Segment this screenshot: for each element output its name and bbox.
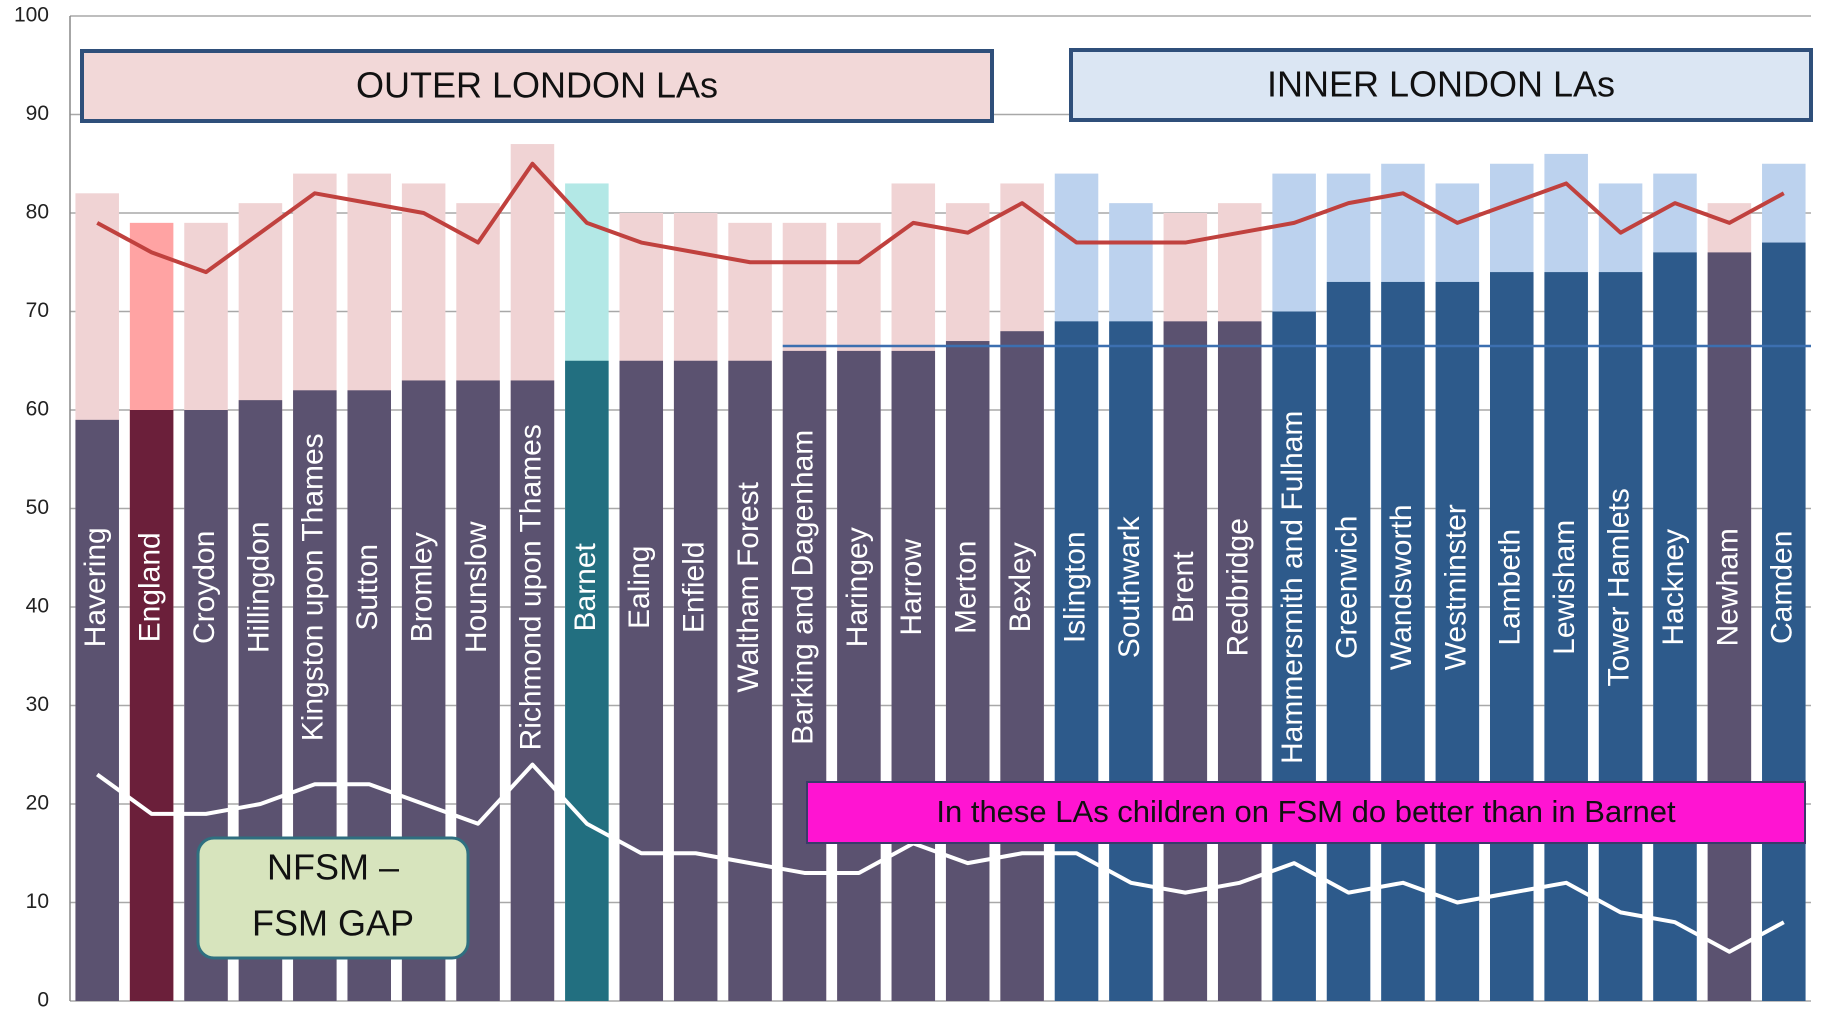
y-tick-label: 50 [26, 496, 49, 519]
bar [1653, 252, 1697, 1001]
fsm-box: In these LAs children on FSM do better t… [806, 781, 1806, 844]
y-tick-label: 40 [26, 595, 49, 618]
x-tick-label: Islington [1058, 531, 1091, 643]
x-tick-label: Croydon [188, 531, 221, 644]
x-tick-label: Southwark [1113, 515, 1146, 658]
x-tick-label: Hounslow [460, 521, 493, 653]
x-tick-label: Hammersmith and Fulham [1276, 411, 1309, 764]
bar [673, 360, 718, 1001]
gap-label: NFSM – [267, 847, 399, 888]
bar [1000, 331, 1044, 1001]
x-tick-label: Redbridge [1222, 518, 1255, 656]
y-tick-label: 70 [26, 299, 49, 322]
y-tick-label: 100 [14, 4, 49, 27]
x-tick-label: Lambeth [1494, 529, 1527, 646]
line [96, 762, 1785, 954]
bar [782, 350, 827, 1001]
bar [1544, 272, 1588, 1002]
x-tick-label: Havering [79, 527, 112, 647]
x-tick-label: Barking and Dagenham [786, 430, 819, 745]
y-tick-label: 60 [26, 398, 49, 421]
x-tick-label: Brent [1167, 551, 1200, 623]
x-tick-label: Bexley [1004, 542, 1037, 632]
category-labels: Havering England Croydon Hillingdon Kingston… [79, 411, 1799, 764]
bar [619, 360, 664, 1001]
y-tick-label: 90 [26, 102, 49, 125]
x-tick-label: Harrow [895, 539, 928, 636]
x-tick-label: England [134, 532, 167, 642]
bar [1435, 281, 1480, 1001]
bar [1598, 272, 1643, 1002]
fsm-label: In these LAs children on FSM do better t… [936, 794, 1676, 829]
bar [565, 360, 609, 1001]
bar [945, 341, 990, 1001]
bar [1490, 272, 1534, 1002]
x-tick-label: Ealing [623, 546, 656, 629]
bar [1217, 321, 1262, 1002]
x-tick-label: Westminster [1439, 504, 1472, 670]
x-tick-label: Kingston upon Thames [297, 433, 330, 741]
x-tick-label: Haringey [841, 527, 874, 647]
lines [96, 161, 1811, 954]
y-tick-label: 30 [26, 693, 49, 716]
x-tick-label: Hillingdon [242, 521, 275, 653]
bar [129, 410, 174, 1001]
bar [1707, 252, 1752, 1001]
y-tick-label: 20 [26, 792, 49, 815]
outer-label: OUTER LONDON LAs [356, 65, 718, 106]
x-tick-label: Hackney [1657, 529, 1690, 646]
bar [728, 360, 772, 1001]
x-tick-label: Greenwich [1330, 516, 1363, 659]
bar [1762, 242, 1806, 1002]
bar [1054, 321, 1099, 1002]
x-tick-label: Waltham Forest [732, 481, 765, 692]
x-tick-label: Richmond upon Thames [514, 424, 547, 750]
x-tick-label: Sutton [351, 544, 384, 631]
x-tick-label: Bromley [406, 532, 439, 642]
bar [891, 350, 936, 1001]
bar [1163, 321, 1208, 1002]
bar [1326, 281, 1371, 1001]
bar [75, 419, 119, 1002]
y-tick-label: 10 [26, 890, 49, 913]
bar [510, 380, 555, 1001]
bar [1109, 321, 1153, 1002]
inner-box: INNER LONDON LAs [1069, 48, 1813, 122]
line [96, 161, 1785, 275]
outer-box: OUTER LONDON LAs [80, 49, 994, 123]
bar [1272, 311, 1316, 1001]
y-tick-label: 80 [26, 201, 49, 224]
inner-label: INNER LONDON LAs [1267, 64, 1615, 105]
gap-box: NFSM – FSM GAP [196, 836, 470, 960]
x-tick-label: Newham [1711, 528, 1744, 646]
x-tick-label: Enfield [678, 541, 711, 633]
x-tick-label: Tower Hamlets [1603, 488, 1636, 686]
x-tick-label: Merton [950, 541, 983, 634]
bar [837, 350, 881, 1001]
gap-label: FSM GAP [252, 903, 414, 944]
y-tick-label: 0 [37, 989, 49, 1012]
x-tick-label: Wandsworth [1385, 504, 1418, 670]
x-tick-label: Lewisham [1548, 520, 1581, 655]
x-tick-label: Barnet [569, 542, 602, 631]
x-tick-label: Camden [1766, 531, 1799, 644]
